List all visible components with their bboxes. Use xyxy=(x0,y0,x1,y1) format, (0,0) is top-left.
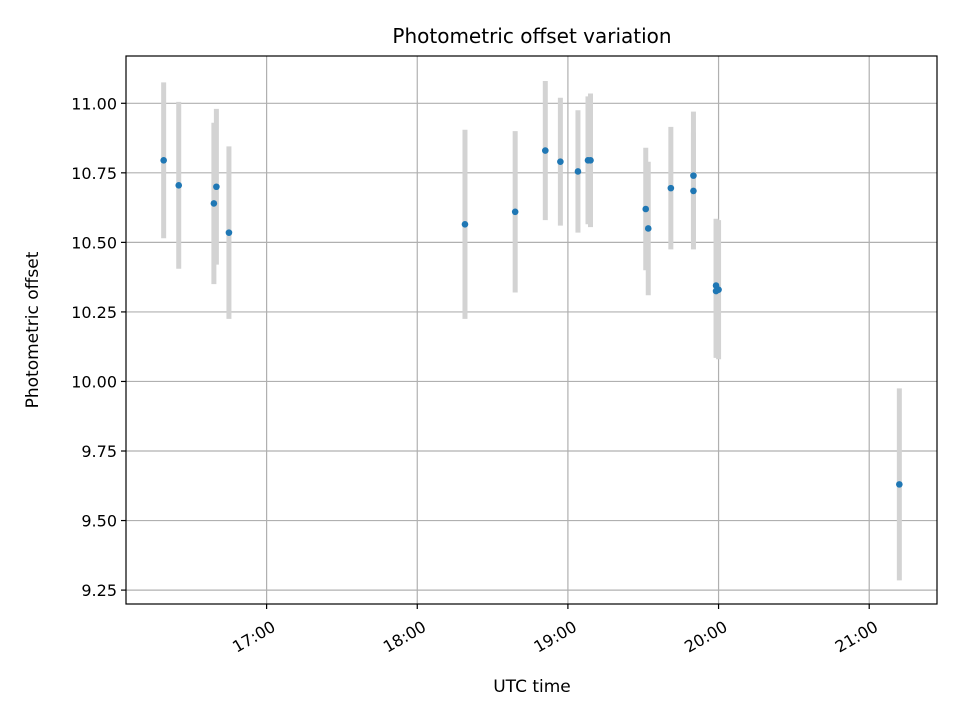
data-point xyxy=(715,286,722,293)
point-layer xyxy=(160,147,903,488)
x-axis-title: UTC time xyxy=(493,677,571,697)
data-point xyxy=(896,481,903,488)
data-point xyxy=(667,184,675,192)
data-point xyxy=(175,182,183,189)
y-tick-label: 9.50 xyxy=(81,512,117,531)
data-point xyxy=(225,229,233,236)
data-point xyxy=(461,220,469,228)
data-point xyxy=(644,225,652,232)
y-tick-label: 11.00 xyxy=(71,94,117,113)
y-tick-label: 10.75 xyxy=(71,164,117,183)
y-axis-title: Photometric offset xyxy=(23,251,43,408)
data-point xyxy=(542,147,549,154)
data-point xyxy=(511,208,519,216)
y-tick-label: 9.25 xyxy=(81,581,117,600)
y-tick-label: 10.50 xyxy=(71,233,117,252)
y-tick-label: 9.75 xyxy=(81,442,117,461)
data-point xyxy=(587,157,594,164)
plot-frame xyxy=(125,55,938,605)
data-point xyxy=(210,200,218,207)
data-point xyxy=(642,205,650,213)
data-point xyxy=(213,183,220,191)
data-point xyxy=(574,168,582,175)
data-point xyxy=(160,157,167,164)
y-tick-label: 10.00 xyxy=(71,372,117,391)
grid-layer xyxy=(126,56,937,604)
chart-title: Photometric offset variation xyxy=(392,24,671,48)
data-point xyxy=(690,172,697,179)
data-point xyxy=(690,187,697,195)
y-tick-label: 10.25 xyxy=(71,303,117,322)
data-point xyxy=(557,158,564,166)
